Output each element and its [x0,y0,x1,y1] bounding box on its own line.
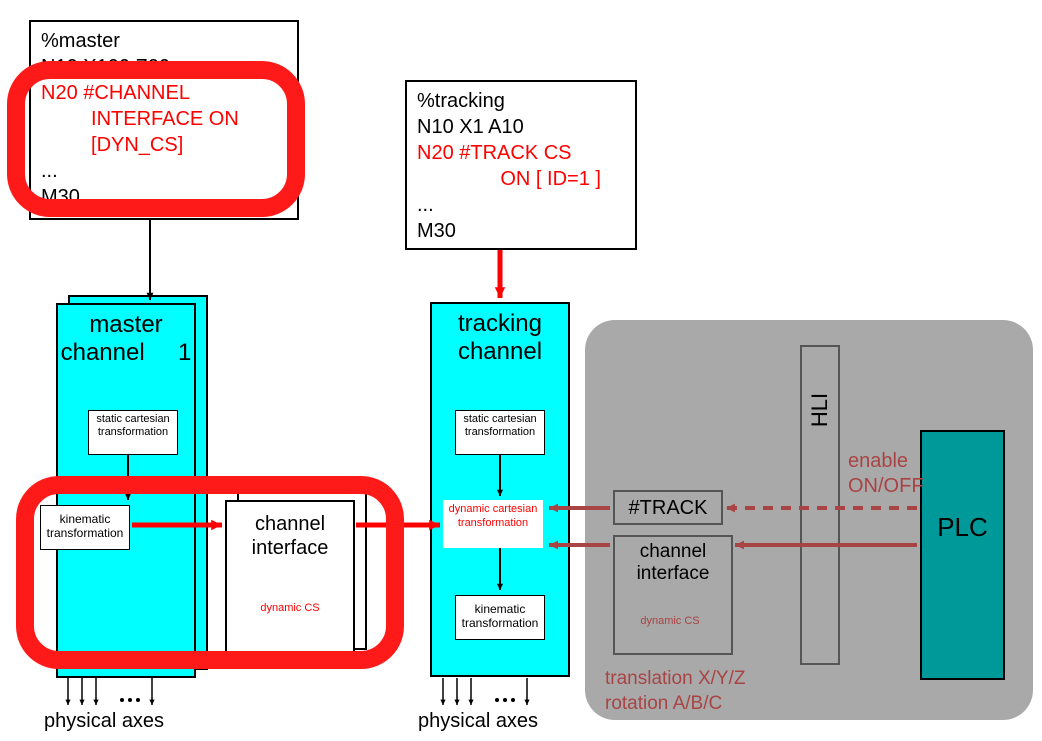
arrows-layer [0,0,1042,741]
